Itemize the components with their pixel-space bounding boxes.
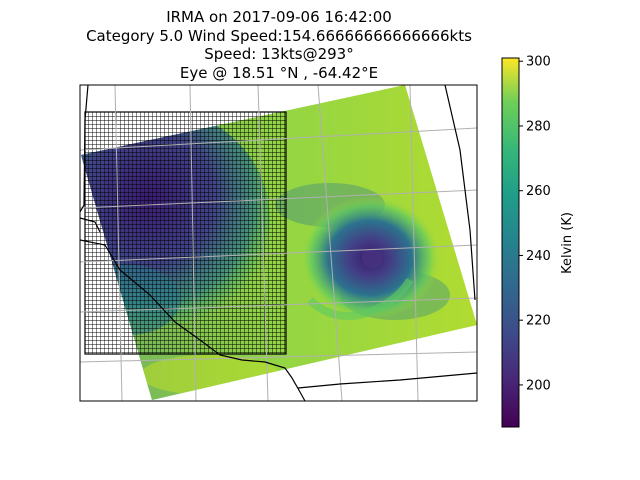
map-axes	[79, 84, 478, 402]
colorbar-tick-label: 280	[526, 119, 551, 134]
title-line-motion-speed: Speed: 13kts@293°	[204, 45, 354, 63]
title-line-category-wind: Category 5.0 Wind Speed:154.666666666666…	[86, 26, 472, 45]
colorbar-tick-label: 300	[526, 55, 551, 70]
colorbar-gradient	[501, 57, 520, 428]
colorbar-tick-label: 220	[526, 314, 551, 329]
colorbar-tick-label: 260	[526, 184, 551, 199]
title-line-storm-date: IRMA on 2017-09-06 16:42:00	[166, 8, 392, 26]
graticule	[80, 85, 477, 401]
colorbar-tick-label: 240	[526, 249, 551, 264]
colorbar-ticks: 200 220 240 260 280 300	[519, 55, 551, 393]
colorbar: 200 220 240 260 280 300 Kelvin (K)	[501, 55, 575, 428]
chart-title: IRMA on 2017-09-06 16:42:00 Category 5.0…	[0, 8, 558, 82]
coastline	[80, 85, 477, 401]
title-line-eye-location: Eye @ 18.51 °N , -64.42°E	[179, 63, 379, 82]
colorbar-label: Kelvin (K)	[560, 212, 575, 274]
map-frame	[79, 84, 478, 402]
colorbar-tick-label: 200	[526, 378, 551, 393]
